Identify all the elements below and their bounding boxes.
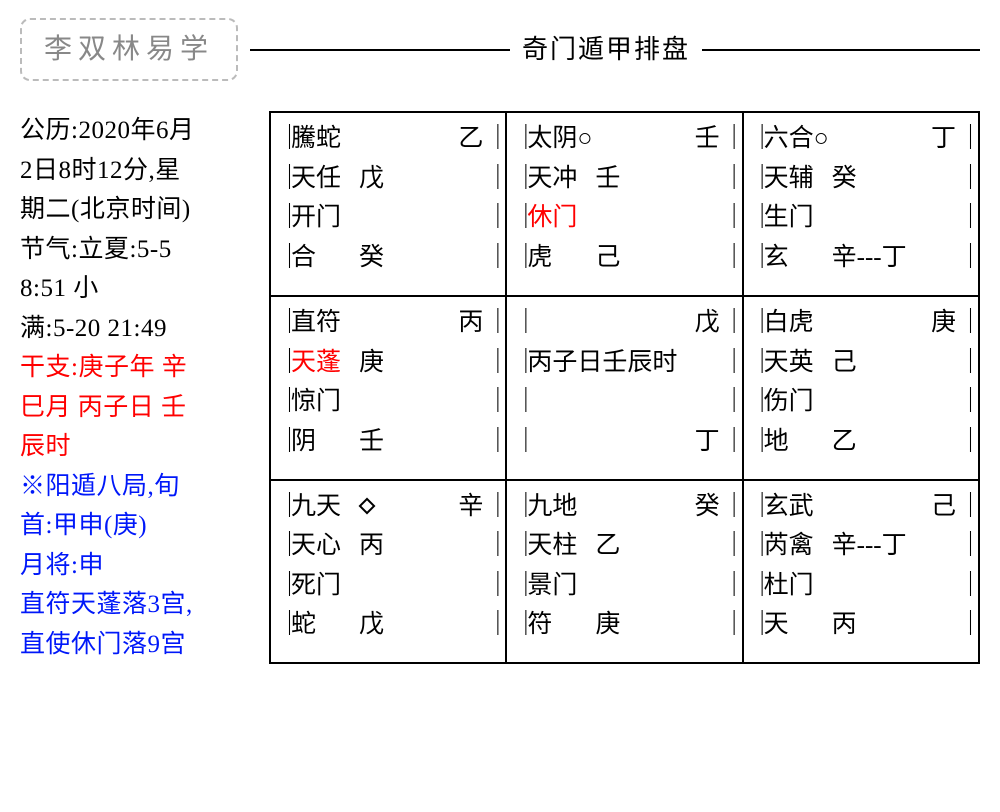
cell-row: ｜杜门｜ — [750, 566, 972, 606]
brand-box: 李双林易学 — [20, 18, 238, 81]
cell-row: ｜天心丙｜ — [277, 526, 499, 566]
cell-row: ｜六合○丁｜ — [750, 119, 972, 159]
content: 公历:2020年6月 2日8时12分,星 期二(北京时间) 节气:立夏:5-5 … — [20, 111, 980, 664]
diamond-icon — [359, 497, 376, 514]
cell-row: ｜天冲壬｜ — [513, 159, 735, 199]
cell-row: ｜｜ — [513, 382, 735, 422]
info-line-setting: 月将:申 — [20, 546, 255, 586]
grid-cell-c33: ｜玄武己｜｜芮禽辛---丁｜｜杜门｜｜天丙｜ — [744, 481, 980, 665]
cell-row: ｜玄武己｜ — [750, 487, 972, 527]
cell-row: ｜九天辛｜ — [277, 487, 499, 527]
info-line-ganzhi: 辰时 — [20, 427, 255, 467]
cell-row: ｜直符丙｜ — [277, 303, 499, 343]
header: 李双林易学 奇门遁甲排盘 — [20, 18, 980, 81]
cell-row: ｜合癸｜ — [277, 238, 499, 278]
grid-cell-c22: ｜戊｜｜丙子日壬辰时｜｜｜｜丁｜ — [507, 297, 743, 481]
grid-cell-c13: ｜六合○丁｜｜天辅癸｜｜生门｜｜玄辛---丁｜ — [744, 113, 980, 297]
info-line: 公历:2020年6月 — [20, 111, 255, 151]
cell-center-text: ｜丙子日壬辰时｜ — [513, 343, 735, 383]
info-line: 2日8时12分,星 — [20, 151, 255, 191]
cell-row: ｜景门｜ — [513, 566, 735, 606]
info-line: 满:5-20 21:49 — [20, 309, 255, 349]
header-line-right — [702, 49, 980, 51]
cell-row: ｜伤门｜ — [750, 382, 972, 422]
grid-cell-c21: ｜直符丙｜｜天蓬庚｜｜惊门｜｜阴壬｜ — [271, 297, 507, 481]
cell-row: ｜白虎庚｜ — [750, 303, 972, 343]
grid-cell-c23: ｜白虎庚｜｜天英己｜｜伤门｜｜地乙｜ — [744, 297, 980, 481]
info-line-ganzhi: 巳月 丙子日 壬 — [20, 388, 255, 428]
grid-cell-c11: ｜騰蛇乙｜｜天任戊｜｜开门｜｜合癸｜ — [271, 113, 507, 297]
info-line-setting: 首:甲申(庚) — [20, 506, 255, 546]
cell-row: ｜开门｜ — [277, 198, 499, 238]
grid-cell-c12: ｜太阴○壬｜｜天冲壬｜｜休门｜｜虎己｜ — [507, 113, 743, 297]
info-line-setting: 直符天蓬落3宫, — [20, 585, 255, 625]
cell-row: ｜天丙｜ — [750, 605, 972, 645]
cell-row: ｜地乙｜ — [750, 422, 972, 462]
info-line: 8:51 小 — [20, 269, 255, 309]
cell-row: ｜九地癸｜ — [513, 487, 735, 527]
cell-row: ｜戊｜ — [513, 303, 735, 343]
info-line-setting: ※阳遁八局,旬 — [20, 467, 255, 507]
cell-row: ｜天任戊｜ — [277, 159, 499, 199]
info-line: 期二(北京时间) — [20, 190, 255, 230]
info-line: 节气:立夏:5-5 — [20, 230, 255, 270]
cell-row: ｜天柱乙｜ — [513, 526, 735, 566]
cell-row: ｜生门｜ — [750, 198, 972, 238]
cell-row: ｜天辅癸｜ — [750, 159, 972, 199]
cell-row: ｜騰蛇乙｜ — [277, 119, 499, 159]
cell-row: ｜符庚｜ — [513, 605, 735, 645]
cell-row: ｜天蓬庚｜ — [277, 343, 499, 383]
cell-row: ｜天英己｜ — [750, 343, 972, 383]
cell-row: ｜蛇戊｜ — [277, 605, 499, 645]
info-line-setting: 直使休门落9宫 — [20, 625, 255, 665]
cell-row: ｜惊门｜ — [277, 382, 499, 422]
qimen-grid: ｜騰蛇乙｜｜天任戊｜｜开门｜｜合癸｜｜太阴○壬｜｜天冲壬｜｜休门｜｜虎己｜｜六合… — [269, 111, 980, 664]
cell-row: ｜休门｜ — [513, 198, 735, 238]
cell-row: ｜玄辛---丁｜ — [750, 238, 972, 278]
info-line-ganzhi: 干支:庚子年 辛 — [20, 348, 255, 388]
cell-row: ｜丁｜ — [513, 422, 735, 462]
header-line-left — [250, 49, 510, 51]
cell-row: ｜死门｜ — [277, 566, 499, 606]
cell-row: ｜阴壬｜ — [277, 422, 499, 462]
grid-cell-c32: ｜九地癸｜｜天柱乙｜｜景门｜｜符庚｜ — [507, 481, 743, 665]
grid-cell-c31: ｜九天辛｜｜天心丙｜｜死门｜｜蛇戊｜ — [271, 481, 507, 665]
cell-row: ｜太阴○壬｜ — [513, 119, 735, 159]
cell-row: ｜芮禽辛---丁｜ — [750, 526, 972, 566]
page-title: 奇门遁甲排盘 — [522, 30, 690, 70]
info-panel: 公历:2020年6月 2日8时12分,星 期二(北京时间) 节气:立夏:5-5 … — [20, 111, 255, 664]
cell-row: ｜虎己｜ — [513, 238, 735, 278]
